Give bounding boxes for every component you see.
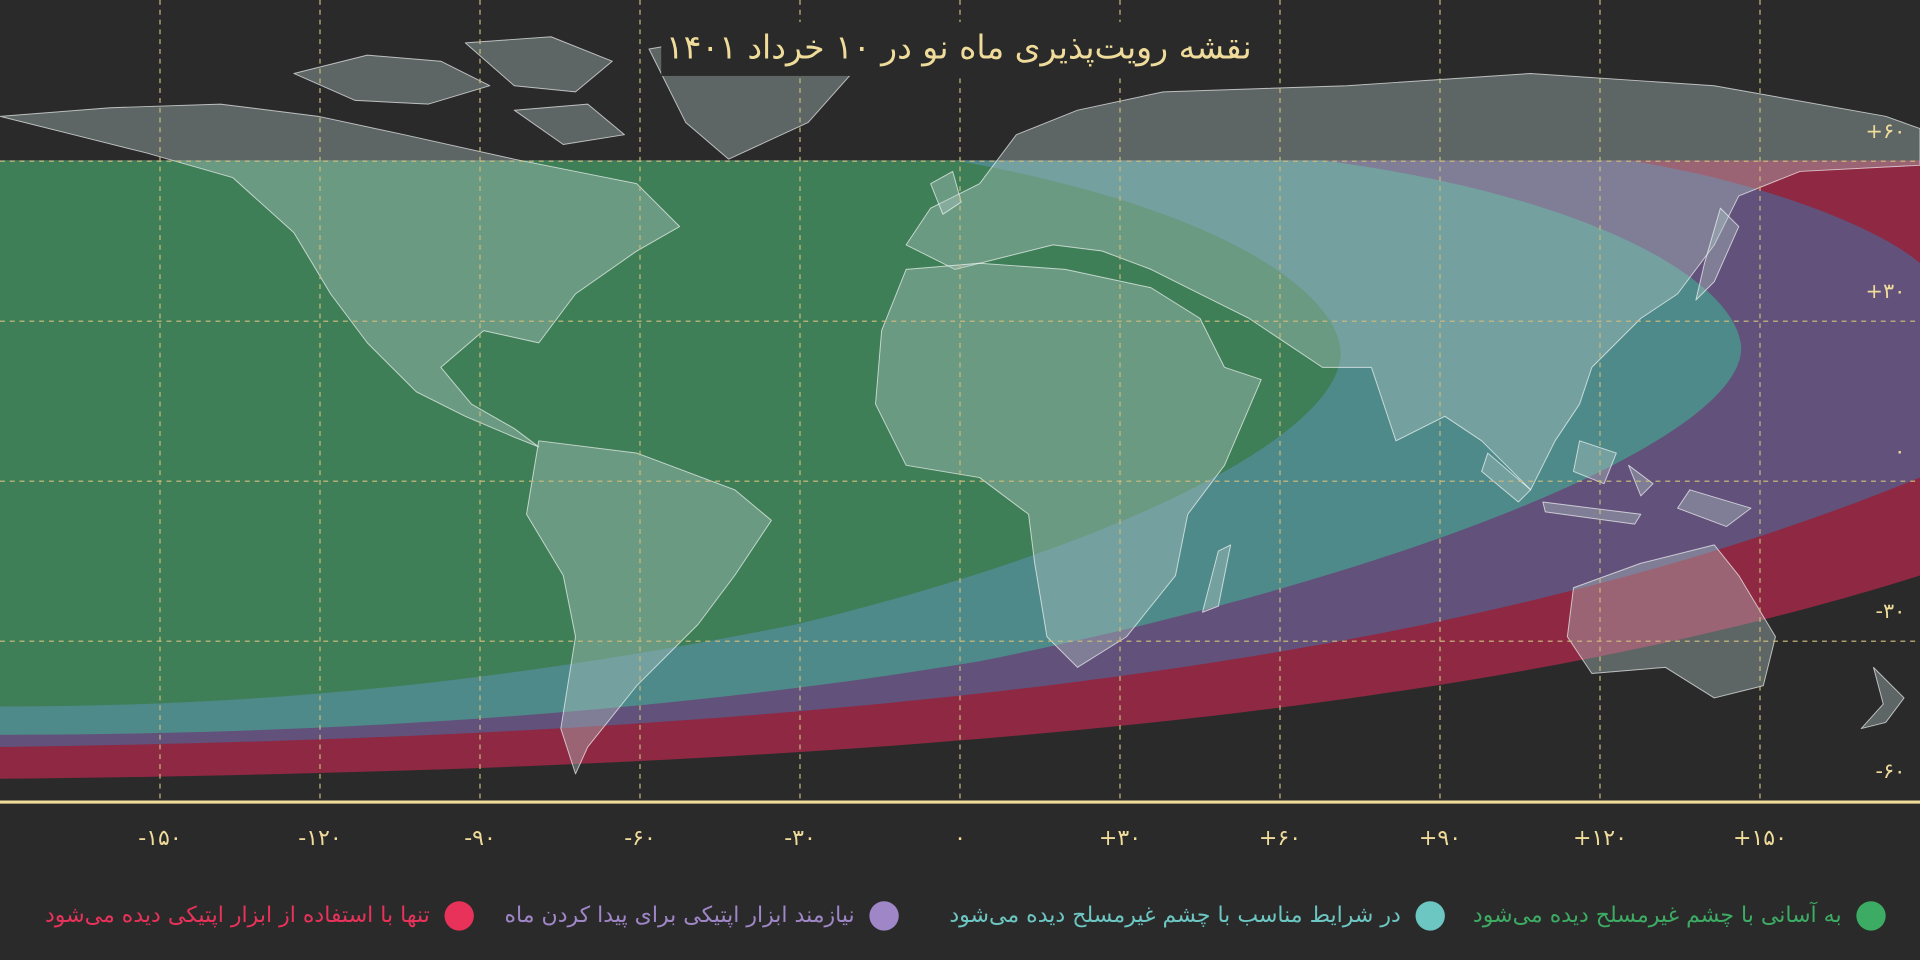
- legend-label: نیازمند ابزار اپتیکی برای پیدا کردن ماه: [504, 903, 854, 928]
- legend-swatch: [869, 901, 899, 931]
- legend-swatch: [1415, 901, 1445, 931]
- x-tick-label: -۶۰: [624, 826, 656, 851]
- australia: [1566, 544, 1776, 699]
- x-tick-label: -۱۵۰: [138, 826, 181, 851]
- y-tick-label: ۰: [1894, 439, 1905, 463]
- legend-label: تنها با استفاده از ابزار اپتیکی دیده می‌…: [45, 903, 430, 928]
- x-tick-label: +۹۰: [1419, 826, 1461, 851]
- x-tick-label: +۶۰: [1259, 826, 1301, 851]
- labels: -۱۵۰ -۱۲۰ -۹۰ -۶۰ -۳۰ ۰ +۳۰ +۶۰ +۹۰ +۱۲۰ +۱۵۰ +۶۰ +۳…: [138, 119, 1905, 851]
- land: [0, 33, 1920, 775]
- japan: [1695, 207, 1740, 301]
- zone-easy: [0, 160, 1341, 707]
- madagascar: [1201, 544, 1232, 613]
- map-title: نقشه رویت‌پذیری ماه نو در ۱۰ خرداد ۱۴۰۱: [666, 27, 1252, 66]
- y-tick-label: +۶۰: [1866, 119, 1906, 143]
- y-tick-label: +۳۰: [1866, 279, 1906, 303]
- indonesia: [1481, 440, 1752, 528]
- legend: به آسانی با چشم غیرمسلح دیده می‌شود در شر…: [45, 901, 1886, 931]
- x-tick-label: -۳۰: [784, 826, 816, 851]
- x-tick-label: -۱۲۰: [298, 826, 341, 851]
- x-tick-label: +۳۰: [1099, 826, 1141, 851]
- british-isles: [930, 170, 962, 215]
- y-tick-label: -۳۰: [1875, 599, 1905, 623]
- x-tick-label: -۹۰: [464, 826, 496, 851]
- eurasia: [905, 72, 1920, 491]
- africa: [875, 262, 1262, 668]
- south-america: [526, 440, 772, 775]
- title-backdrop: [661, 22, 1262, 76]
- legend-label: به آسانی با چشم غیرمسلح دیده می‌شود: [1473, 901, 1842, 928]
- graticule: [0, 0, 1920, 803]
- x-tick-label: +۱۵۰: [1733, 826, 1787, 851]
- new-zealand: [1860, 666, 1905, 730]
- legend-swatch: [1856, 901, 1886, 931]
- north-america: [0, 103, 681, 448]
- legend-label: در شرایط مناسب با چشم غیرمسلح دیده می‌شو…: [949, 903, 1400, 928]
- x-tick-label: +۱۲۰: [1573, 826, 1627, 851]
- arctic-islands: [293, 36, 625, 145]
- x-tick-label: ۰: [954, 826, 966, 851]
- legend-swatch: [444, 901, 474, 931]
- y-tick-label: -۶۰: [1875, 759, 1905, 783]
